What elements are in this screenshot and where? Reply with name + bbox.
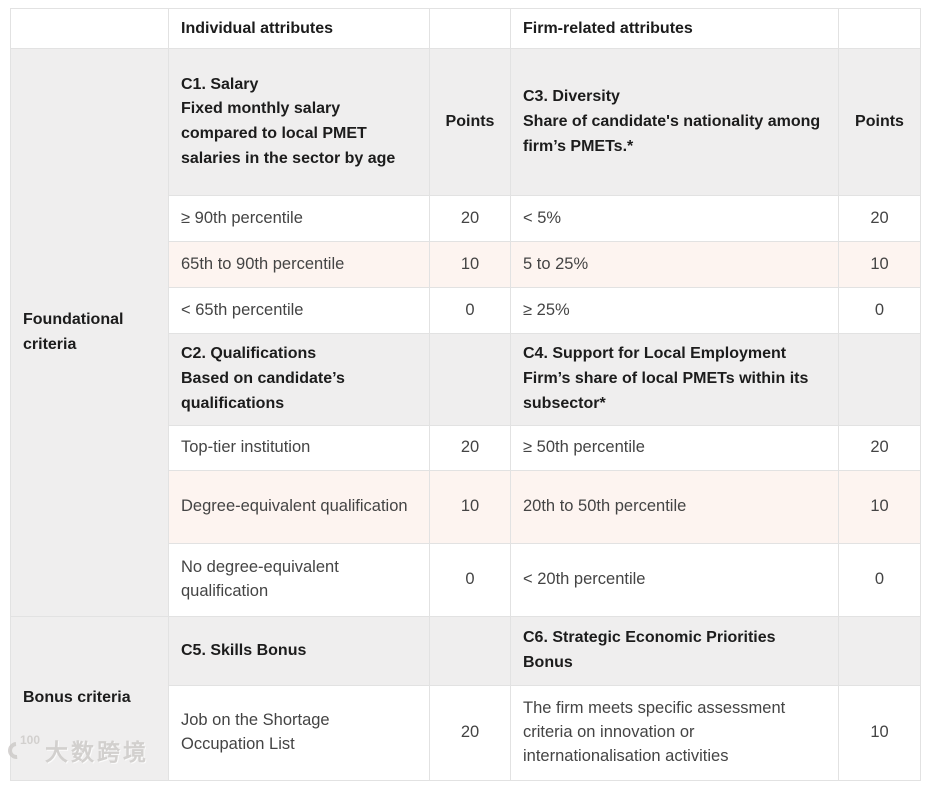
- individual-option: < 65th percentile: [168, 287, 430, 335]
- empty-header-cell: [429, 7, 511, 50]
- individual-option: Degree-equivalent qualification: [168, 470, 430, 545]
- criterion-c1-desc: Fixed monthly salary compared to local P…: [181, 100, 396, 167]
- individual-points: 20: [429, 195, 511, 243]
- individual-points: 10: [429, 241, 511, 289]
- criterion-c2-desc: Based on candidate’s qualifications: [181, 370, 345, 413]
- criterion-c2: C2. Qualifications Based on candidate’s …: [168, 333, 430, 427]
- table-row: ≥ 90th percentile 20 < 5% 20: [11, 195, 921, 243]
- firm-option: 5 to 25%: [510, 241, 839, 289]
- table-row: Job on the Shortage Occupation List 20 T…: [11, 685, 921, 782]
- firm-option: The firm meets specific assessment crite…: [510, 685, 839, 782]
- criterion-c1: C1. Salary Fixed monthly salary compared…: [168, 48, 430, 197]
- criterion-c6: C6. Strategic Economic Priorities Bonus: [510, 616, 839, 687]
- firm-option: < 5%: [510, 195, 839, 243]
- firm-points: 0: [838, 287, 921, 335]
- individual-points: 0: [429, 287, 511, 335]
- table-header-row: Individual attributes Firm-related attri…: [10, 7, 921, 50]
- firm-option: 20th to 50th percentile: [510, 470, 839, 545]
- firm-option: < 20th percentile: [510, 543, 839, 618]
- individual-points: 20: [429, 425, 511, 472]
- firm-points: 10: [838, 685, 921, 782]
- individual-points: 10: [429, 470, 511, 545]
- points-header-empty: [838, 333, 921, 427]
- individual-option: 65th to 90th percentile: [168, 241, 430, 289]
- criterion-c4-title: C4. Support for Local Employment: [523, 345, 787, 363]
- criterion-c4-desc: Firm’s share of local PMETs within its s…: [523, 370, 809, 413]
- individual-option: Top-tier institution: [168, 425, 430, 472]
- points-header: Points: [838, 48, 921, 197]
- firm-attributes-header: Firm-related attributes: [510, 7, 839, 50]
- points-header-empty: [429, 616, 511, 687]
- criterion-c3: C3. Diversity Share of candidate's natio…: [510, 48, 839, 197]
- criterion-header-row-c5-c6: Bonus criteria C5. Skills Bonus C6. Stra…: [10, 616, 921, 782]
- compass-criteria-table: Individual attributes Firm-related attri…: [10, 7, 921, 782]
- criterion-c6-title: C6. Strategic Economic Priorities Bonus: [523, 629, 776, 672]
- firm-option: ≥ 50th percentile: [510, 425, 839, 472]
- firm-points: 20: [838, 195, 921, 243]
- table-row: < 65th percentile 0 ≥ 25% 0: [11, 287, 921, 335]
- row-group-foundational: Foundational criteria: [10, 48, 169, 618]
- corner-cell: [10, 7, 169, 50]
- points-header: Points: [429, 48, 511, 197]
- table-row: 65th to 90th percentile 10 5 to 25% 10: [11, 241, 921, 289]
- row-group-bonus: Bonus criteria: [10, 616, 169, 782]
- criterion-header-row-c2-c4: C2. Qualifications Based on candidate’s …: [11, 333, 921, 427]
- empty-header-cell: [838, 7, 921, 50]
- individual-option: No degree-equivalent qualification: [168, 543, 430, 618]
- firm-points: 0: [838, 543, 921, 618]
- firm-points: 10: [838, 241, 921, 289]
- criterion-header-row-c1-c3: Foundational criteria C1. Salary Fixed m…: [10, 48, 921, 618]
- individual-option: ≥ 90th percentile: [168, 195, 430, 243]
- criterion-c2-title: C2. Qualifications: [181, 345, 317, 363]
- firm-points: 10: [838, 470, 921, 545]
- criterion-c5-title: C5. Skills Bonus: [181, 641, 307, 659]
- criterion-c3-desc: Share of candidate's nationality among f…: [523, 112, 821, 155]
- criteria-table-container: Individual attributes Firm-related attri…: [10, 7, 921, 782]
- individual-points: 0: [429, 543, 511, 618]
- criterion-c5: C5. Skills Bonus: [168, 616, 430, 687]
- points-header-empty: [838, 616, 921, 687]
- firm-option: ≥ 25%: [510, 287, 839, 335]
- firm-points: 20: [838, 425, 921, 472]
- criterion-c1-title: C1. Salary: [181, 75, 259, 93]
- criterion-c3-title: C3. Diversity: [523, 87, 620, 105]
- criterion-c4: C4. Support for Local Employment Firm’s …: [510, 333, 839, 427]
- individual-points: 20: [429, 685, 511, 782]
- points-header-empty: [429, 333, 511, 427]
- table-row: No degree-equivalent qualification 0 < 2…: [11, 543, 921, 618]
- individual-option: Job on the Shortage Occupation List: [168, 685, 430, 782]
- individual-attributes-header: Individual attributes: [168, 7, 430, 50]
- table-row: Top-tier institution 20 ≥ 50th percentil…: [11, 425, 921, 472]
